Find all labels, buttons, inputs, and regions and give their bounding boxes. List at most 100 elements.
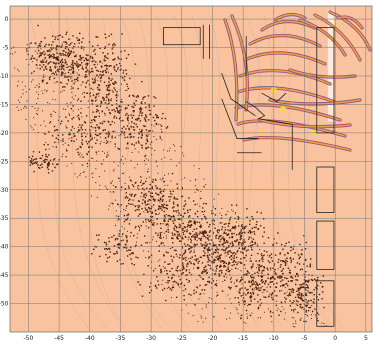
data-point bbox=[88, 151, 89, 152]
data-point bbox=[193, 293, 194, 294]
data-point bbox=[305, 292, 306, 293]
data-point bbox=[201, 238, 202, 239]
data-point bbox=[45, 126, 46, 127]
data-point bbox=[141, 137, 142, 138]
data-point bbox=[170, 193, 171, 194]
data-point bbox=[241, 229, 242, 230]
data-point bbox=[311, 305, 312, 306]
data-point bbox=[148, 130, 149, 131]
data-point bbox=[80, 173, 81, 174]
data-point bbox=[44, 121, 45, 122]
data-point bbox=[208, 226, 209, 227]
data-point bbox=[40, 68, 41, 69]
data-point bbox=[315, 280, 316, 281]
data-point bbox=[163, 149, 164, 150]
data-point bbox=[188, 237, 189, 238]
data-point bbox=[96, 70, 97, 71]
data-point bbox=[230, 277, 231, 278]
data-point bbox=[211, 282, 212, 283]
data-point bbox=[62, 154, 63, 155]
data-point bbox=[291, 281, 292, 282]
data-point bbox=[305, 299, 306, 300]
data-point bbox=[204, 245, 205, 246]
data-point bbox=[29, 89, 30, 90]
data-point bbox=[61, 140, 62, 141]
data-point bbox=[236, 286, 237, 287]
data-point bbox=[119, 112, 120, 113]
data-point bbox=[135, 182, 136, 183]
data-point bbox=[148, 119, 149, 120]
data-point bbox=[290, 289, 291, 290]
data-point bbox=[194, 165, 195, 166]
data-point bbox=[36, 85, 37, 86]
data-point bbox=[217, 292, 218, 293]
data-point bbox=[104, 153, 105, 154]
data-point bbox=[207, 235, 208, 236]
data-point bbox=[78, 109, 79, 110]
data-point bbox=[268, 237, 269, 238]
data-point bbox=[18, 71, 19, 72]
data-point bbox=[93, 95, 94, 96]
data-point bbox=[86, 63, 87, 64]
data-point bbox=[275, 269, 276, 270]
data-point bbox=[230, 287, 231, 288]
data-point bbox=[61, 74, 62, 75]
data-point bbox=[196, 260, 197, 261]
data-point bbox=[198, 268, 199, 269]
data-point bbox=[226, 240, 227, 241]
data-point bbox=[295, 276, 296, 277]
data-point bbox=[80, 101, 81, 102]
data-point bbox=[233, 257, 234, 258]
data-point bbox=[71, 137, 72, 138]
data-point bbox=[250, 315, 251, 316]
data-point bbox=[106, 188, 107, 189]
data-point bbox=[308, 310, 309, 311]
data-point bbox=[128, 200, 129, 201]
data-point bbox=[305, 259, 306, 260]
data-point bbox=[173, 216, 174, 217]
data-point bbox=[71, 163, 72, 164]
data-point bbox=[301, 296, 302, 297]
data-point bbox=[220, 260, 221, 261]
data-point bbox=[77, 40, 78, 41]
data-point bbox=[116, 97, 117, 98]
data-point bbox=[48, 169, 49, 170]
data-point bbox=[166, 282, 167, 283]
data-point bbox=[92, 78, 93, 79]
data-point bbox=[164, 203, 165, 204]
data-point bbox=[64, 90, 65, 91]
data-point bbox=[145, 193, 146, 194]
data-point bbox=[97, 64, 98, 65]
data-point bbox=[168, 196, 169, 197]
data-point bbox=[286, 292, 287, 293]
data-point bbox=[167, 252, 168, 253]
data-point bbox=[140, 196, 141, 197]
data-point bbox=[251, 277, 252, 278]
data-point bbox=[92, 71, 93, 72]
data-point bbox=[65, 117, 66, 118]
data-point bbox=[77, 88, 78, 89]
data-point bbox=[168, 277, 169, 278]
data-point bbox=[320, 282, 321, 283]
data-point bbox=[49, 69, 50, 70]
data-point bbox=[270, 312, 271, 313]
data-point bbox=[300, 319, 301, 320]
data-point bbox=[213, 213, 214, 214]
data-point bbox=[160, 136, 161, 137]
data-point bbox=[63, 66, 64, 67]
data-point bbox=[159, 213, 160, 214]
data-point bbox=[128, 105, 129, 106]
data-point bbox=[257, 253, 258, 254]
data-point bbox=[137, 205, 138, 206]
data-point bbox=[159, 202, 160, 203]
data-point bbox=[130, 180, 131, 181]
data-point bbox=[76, 37, 77, 38]
data-point bbox=[112, 180, 113, 181]
data-point bbox=[84, 60, 85, 61]
data-point bbox=[45, 66, 46, 67]
data-point bbox=[271, 253, 272, 254]
data-point bbox=[129, 199, 130, 200]
data-point bbox=[281, 276, 282, 277]
data-point bbox=[187, 224, 188, 225]
data-point bbox=[204, 211, 205, 212]
